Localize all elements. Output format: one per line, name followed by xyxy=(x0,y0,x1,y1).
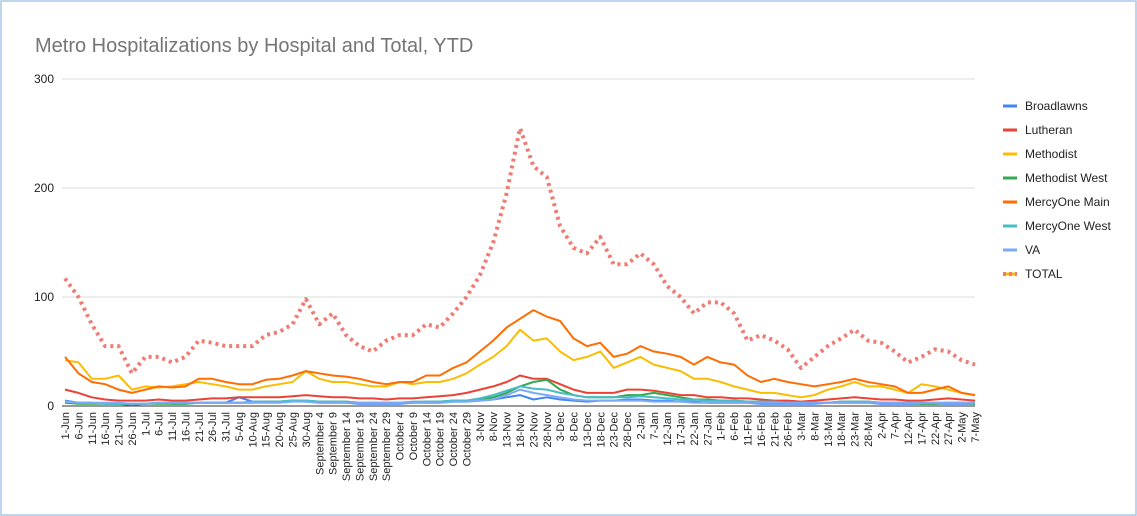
x-tick-label: 16-Feb xyxy=(756,412,768,447)
x-tick-label: 12-Apr xyxy=(903,412,915,445)
x-tick-label: 8-Nov xyxy=(488,412,500,442)
x-tick-label: 17-Apr xyxy=(916,412,928,445)
x-tick-label: 7-Apr xyxy=(890,412,902,439)
x-tick-label: 3-Mar xyxy=(796,412,808,441)
x-tick-label: 13-Nov xyxy=(502,412,514,448)
x-tick-label: September 9 xyxy=(328,412,340,475)
x-tick-label: October 29 xyxy=(461,412,473,466)
x-tick-label: October 14 xyxy=(421,412,433,466)
x-tick-label: 26-Jun xyxy=(127,412,139,446)
x-tick-label: 11-Feb xyxy=(743,412,755,446)
x-tick-label: 10-Aug xyxy=(247,412,259,447)
x-tick-label: 16-Jun xyxy=(100,412,112,446)
x-tick-label: 30-Aug xyxy=(301,412,313,447)
x-tick-label: September 4 xyxy=(314,412,326,475)
x-tick-label: 8-Dec xyxy=(569,412,581,442)
x-tick-label: 26-Feb xyxy=(783,412,795,447)
legend-label: Methodist xyxy=(1025,147,1078,161)
x-tick-label: 18-Mar xyxy=(836,412,848,447)
x-tick-label: 21-Jun xyxy=(114,412,126,446)
x-tick-label: 1-Feb xyxy=(716,412,728,441)
legend-label: Methodist West xyxy=(1025,171,1108,185)
x-tick-label: 6-Jun xyxy=(73,412,85,440)
x-tick-label: 7-May xyxy=(970,412,982,443)
x-tick-label: 21-Jul xyxy=(194,412,206,442)
x-tick-label: 13-Mar xyxy=(823,412,835,447)
y-tick-label: 200 xyxy=(34,181,54,195)
x-tick-label: 28-Mar xyxy=(863,412,875,447)
x-tick-label: 11-Jul xyxy=(167,412,179,441)
series-line xyxy=(64,374,976,403)
legend-label: MercyOne West xyxy=(1025,219,1111,233)
x-tick-label: 13-Dec xyxy=(582,412,594,448)
x-tick-label: 5-Aug xyxy=(234,412,246,441)
x-tick-label: 16-Jul xyxy=(180,412,192,442)
y-tick-label: 300 xyxy=(34,72,54,86)
series-line xyxy=(64,388,975,405)
legend-label: VA xyxy=(1025,243,1040,257)
x-tick-label: 7-Jan xyxy=(649,412,661,440)
x-tick-label: 2-Jan xyxy=(635,412,647,440)
x-tick-label: 6-Feb xyxy=(729,412,741,441)
x-tick-label: 22-Apr xyxy=(930,412,942,445)
x-tick-label: 23-Nov xyxy=(528,412,540,448)
x-tick-label: 1-Jun xyxy=(60,412,72,440)
x-tick-label: September 19 xyxy=(354,412,366,481)
x-tick-label: 27-Apr xyxy=(943,412,955,445)
legend-label: TOTAL xyxy=(1025,267,1063,281)
x-tick-label: October 24 xyxy=(448,412,460,466)
legend-label: Broadlawns xyxy=(1025,99,1088,113)
series-line xyxy=(63,126,976,376)
x-tick-label: September 14 xyxy=(341,412,353,481)
x-tick-label: 3-Dec xyxy=(555,412,567,442)
x-tick-label: 25-Aug xyxy=(288,412,300,447)
y-tick-label: 100 xyxy=(34,290,54,304)
legend-label: Lutheran xyxy=(1025,123,1072,137)
x-tick-label: September 24 xyxy=(368,412,380,481)
x-tick-label: 20-Aug xyxy=(274,412,286,447)
x-tick-label: 2-Apr xyxy=(876,412,888,439)
x-tick-label: 23-Dec xyxy=(609,412,621,448)
series-line xyxy=(64,309,976,397)
x-tick-label: October 4 xyxy=(395,412,407,460)
x-tick-label: 31-Jul xyxy=(221,412,233,442)
x-tick-label: 18-Nov xyxy=(515,412,527,448)
x-tick-label: 17-Jan xyxy=(676,412,688,446)
x-tick-label: October 9 xyxy=(408,412,420,460)
x-tick-label: 1-Jul xyxy=(140,412,152,436)
x-tick-label: 27-Jan xyxy=(702,412,714,446)
x-tick-label: 15-Aug xyxy=(261,412,273,447)
x-tick-label: 22-Jan xyxy=(689,412,701,446)
x-tick-label: 28-Dec xyxy=(622,412,634,448)
x-tick-label: 23-Mar xyxy=(850,412,862,447)
x-tick-label: 12-Jan xyxy=(662,412,674,446)
x-tick-label: 2-May xyxy=(957,412,969,443)
x-tick-label: 21-Feb xyxy=(769,412,781,447)
x-tick-label: 28-Nov xyxy=(542,412,554,448)
x-tick-label: 8-Mar xyxy=(809,412,821,441)
x-tick-label: September 29 xyxy=(381,412,393,481)
x-tick-label: 3-Nov xyxy=(475,412,487,442)
series-line xyxy=(64,328,976,399)
x-tick-label: October 19 xyxy=(435,412,447,466)
chart-title: Metro Hospitalizations by Hospital and T… xyxy=(35,35,473,57)
legend-label: MercyOne Main xyxy=(1025,195,1110,209)
x-tick-label: 26-Jul xyxy=(207,412,219,442)
x-tick-label: 18-Dec xyxy=(595,412,607,448)
y-tick-label: 0 xyxy=(47,399,54,413)
x-tick-label: 11-Jun xyxy=(87,412,99,445)
x-tick-label: 6-Jul xyxy=(154,412,166,436)
